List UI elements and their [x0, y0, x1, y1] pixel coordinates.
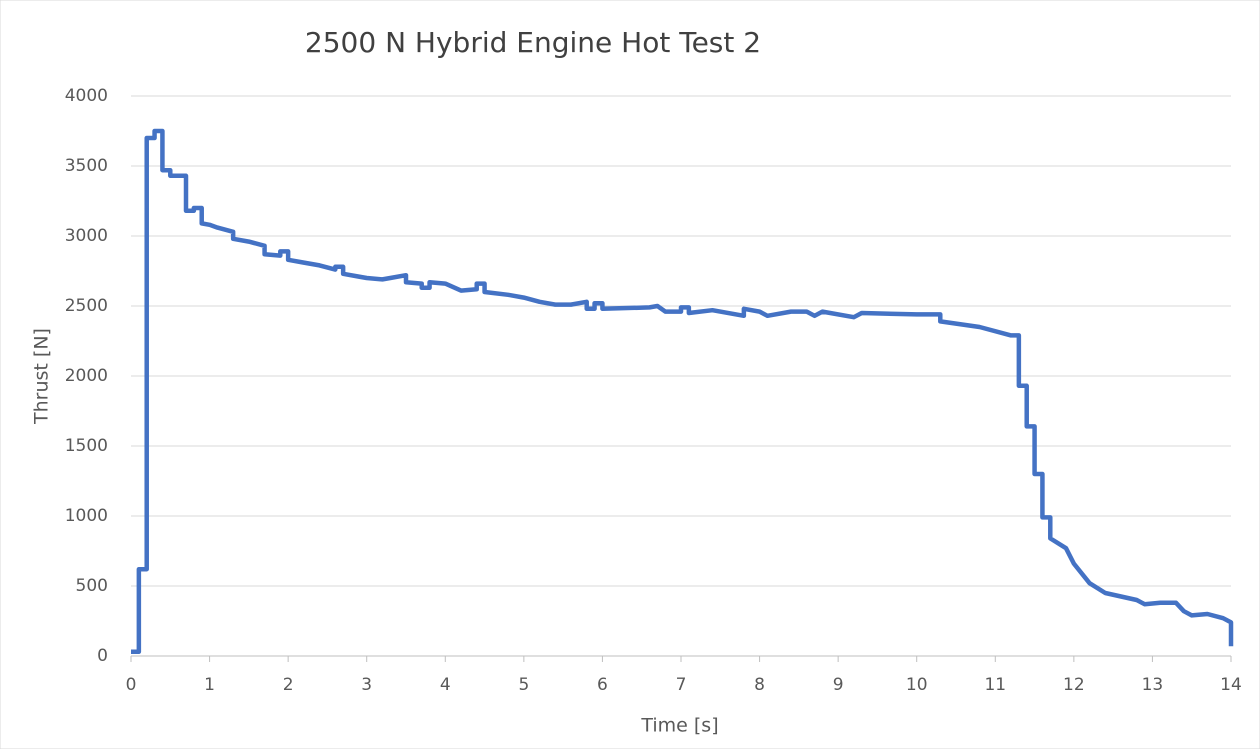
y-axis-title: Thrust [N] — [31, 328, 53, 425]
data-line — [131, 128, 1234, 655]
x-tick-label: 3 — [361, 675, 372, 695]
x-tick-label: 7 — [676, 675, 687, 695]
y-tick-label: 0 — [97, 646, 108, 666]
y-tick-label: 500 — [76, 576, 108, 596]
y-tick-label: 2000 — [65, 366, 108, 386]
x-tick-label: 10 — [906, 675, 928, 695]
y-tick-label: 1000 — [65, 506, 108, 526]
chart-title: 2500 N Hybrid Engine Hot Test 2 — [305, 26, 761, 59]
x-tick-label: 5 — [518, 675, 529, 695]
x-tick-label: 2 — [283, 675, 294, 695]
y-tick-label: 4000 — [65, 86, 108, 106]
x-tick-label: 12 — [1063, 675, 1085, 695]
x-tick-label: 13 — [1142, 675, 1164, 695]
x-tick-label: 0 — [126, 675, 137, 695]
x-tick-label: 9 — [833, 675, 844, 695]
x-axis-title: Time [s] — [640, 715, 718, 737]
x-tick-label: 4 — [440, 675, 451, 695]
y-tick-label: 3500 — [65, 156, 108, 176]
x-tick-label: 8 — [754, 675, 765, 695]
x-tick-label: 6 — [597, 675, 608, 695]
y-tick-label: 1500 — [65, 436, 108, 456]
x-tick-label: 14 — [1220, 675, 1242, 695]
x-tick-label: 11 — [984, 675, 1006, 695]
y-tick-label: 3000 — [65, 226, 108, 246]
x-tick-label: 1 — [204, 675, 215, 695]
y-tick-label: 2500 — [65, 296, 108, 316]
